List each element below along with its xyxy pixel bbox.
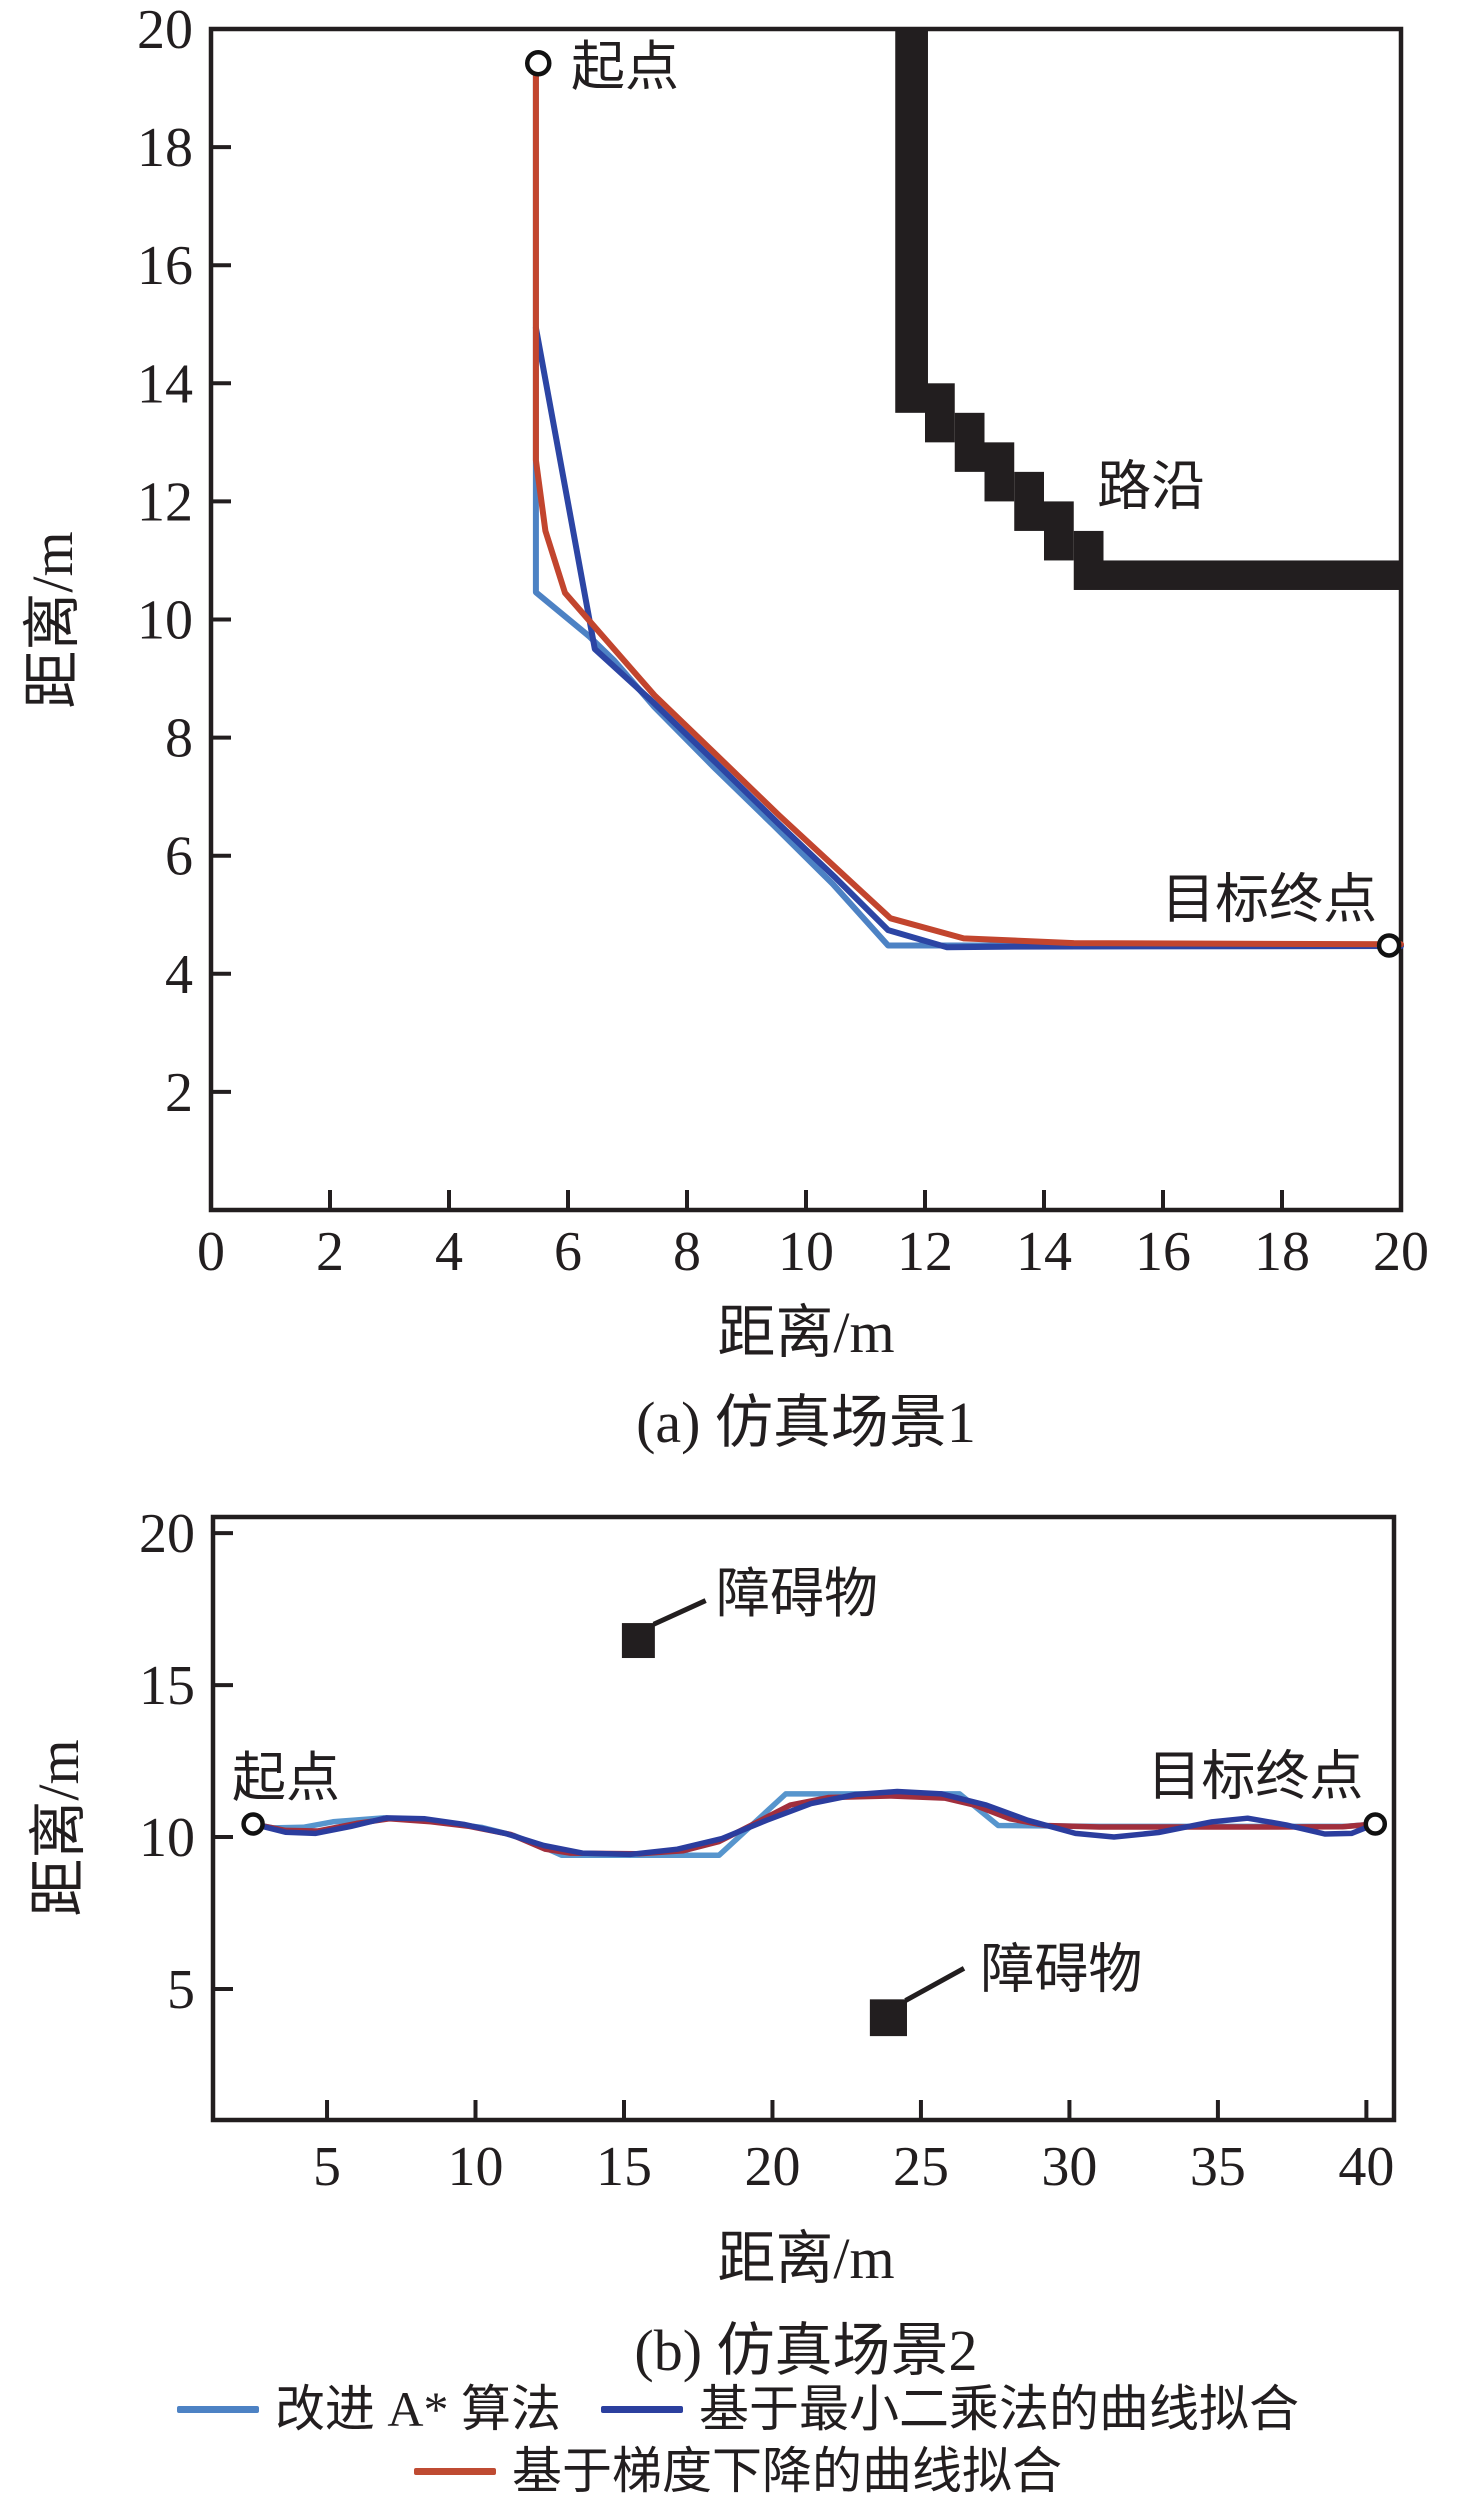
- chart-b-caption: (b) 仿真场景2: [634, 2318, 977, 2383]
- legend-item: 改进 A* 算法: [176, 2381, 562, 2437]
- x-tick-label: 6: [554, 1221, 582, 1283]
- x-tick-label: 14: [1016, 1221, 1072, 1283]
- legend-label: 基于梯度下降的曲线拟合: [512, 2443, 1062, 2499]
- legend-row: 基于梯度下降的曲线拟合: [414, 2446, 1062, 2496]
- annotation-label: 障碍物: [716, 1564, 878, 1624]
- x-tick-label: 8: [673, 1221, 701, 1283]
- chart-a-caption: (a) 仿真场景1: [636, 1390, 976, 1455]
- x-tick-label: 2: [316, 1221, 344, 1283]
- legend-item: 基于梯度下降的曲线拟合: [414, 2446, 1062, 2496]
- x-tick-label: 20: [744, 2136, 800, 2198]
- obstacle-rect: [621, 1623, 655, 1659]
- legend-line-sample: [414, 2467, 496, 2475]
- y-tick-label: 20: [139, 1503, 195, 1565]
- y-tick-label: 12: [137, 471, 193, 533]
- x-tick-label: 10: [778, 1221, 834, 1283]
- annotation-label: 起点: [232, 1748, 340, 1808]
- obstacle-rect: [895, 29, 928, 413]
- obstacle-rect: [869, 1999, 907, 2037]
- annotation-label: 目标终点: [1147, 1746, 1363, 1806]
- legend-label: 改进 A* 算法: [274, 2381, 562, 2437]
- annotation-label: 目标终点: [1161, 870, 1377, 930]
- obstacle-rect: [1044, 501, 1074, 561]
- y-tick-label: 14: [137, 353, 193, 415]
- annotation-label: 起点: [571, 37, 679, 97]
- legend-item: 基于最小二乘法的曲线拟合: [601, 2384, 1299, 2434]
- chart-a-xlabel: 距离/m: [717, 1300, 894, 1365]
- x-tick-label: 0: [197, 1221, 225, 1283]
- goal-point-marker: [1376, 933, 1402, 958]
- chart-b-xlabel: 距离/m: [717, 2226, 894, 2291]
- obstacle-leader-line: [652, 1598, 707, 1627]
- x-tick-label: 30: [1041, 2136, 1097, 2198]
- x-tick-label: 12: [897, 1221, 953, 1283]
- start-point-marker: [525, 49, 552, 77]
- legend-line-sample: [176, 2405, 259, 2413]
- x-tick-label: 35: [1190, 2136, 1246, 2198]
- obstacle-leader-line: [904, 1966, 966, 2003]
- path-improved-astar: [532, 60, 1404, 949]
- obstacle-rect: [1073, 530, 1104, 590]
- legend-label: 基于最小二乘法的曲线拟合: [699, 2381, 1300, 2437]
- annotation-label: 路沿: [1097, 456, 1205, 516]
- x-tick-label: 20: [1373, 1221, 1429, 1283]
- x-tick-label: 4: [435, 1221, 463, 1283]
- y-tick-label: 16: [137, 235, 193, 297]
- y-tick-label: 8: [165, 708, 193, 770]
- y-tick-label: 4: [165, 944, 193, 1006]
- y-tick-label: 5: [167, 1959, 195, 2021]
- legend: 改进 A* 算法 基于最小二乘法的曲线拟合基于梯度下降的曲线拟合: [0, 2384, 1476, 2496]
- path-gradient-descent-fit: [532, 60, 1404, 948]
- x-tick-label: 5: [313, 2136, 341, 2198]
- obstacle-rect: [1103, 560, 1401, 590]
- y-tick-label: 10: [139, 1807, 195, 1869]
- y-tick-label: 20: [137, 0, 193, 61]
- path-least-squares-fit: [250, 1788, 1379, 1858]
- annotation-label: 障碍物: [980, 1939, 1142, 1999]
- obstacle-rect: [1014, 471, 1044, 531]
- plot-frame: [208, 26, 1404, 1213]
- x-tick-label: 40: [1338, 2136, 1394, 2198]
- x-tick-label: 18: [1254, 1221, 1310, 1283]
- obstacle-rect: [925, 383, 955, 443]
- y-tick-label: 15: [139, 1655, 195, 1717]
- obstacle-rect: [984, 442, 1015, 502]
- start-point-marker: [241, 1812, 265, 1836]
- x-tick-label: 16: [1135, 1221, 1191, 1283]
- y-tick-label: 6: [165, 826, 193, 888]
- chart-b-ylabel: 距离/m: [26, 1739, 91, 1916]
- y-tick-label: 2: [165, 1062, 193, 1124]
- path-least-squares-fit: [532, 324, 1404, 951]
- y-tick-label: 10: [137, 590, 193, 652]
- y-tick-label: 18: [137, 117, 193, 179]
- x-tick-label: 15: [596, 2136, 652, 2198]
- plot-frame: [210, 1514, 1397, 2123]
- legend-line-sample: [601, 2405, 684, 2413]
- obstacle-rect: [954, 412, 985, 472]
- chart-a-ylabel: 距离/m: [20, 531, 85, 708]
- legend-row: 改进 A* 算法 基于最小二乘法的曲线拟合: [176, 2381, 1299, 2437]
- x-tick-label: 25: [893, 2136, 949, 2198]
- goal-point-marker: [1363, 1812, 1388, 1836]
- x-tick-label: 10: [448, 2136, 504, 2198]
